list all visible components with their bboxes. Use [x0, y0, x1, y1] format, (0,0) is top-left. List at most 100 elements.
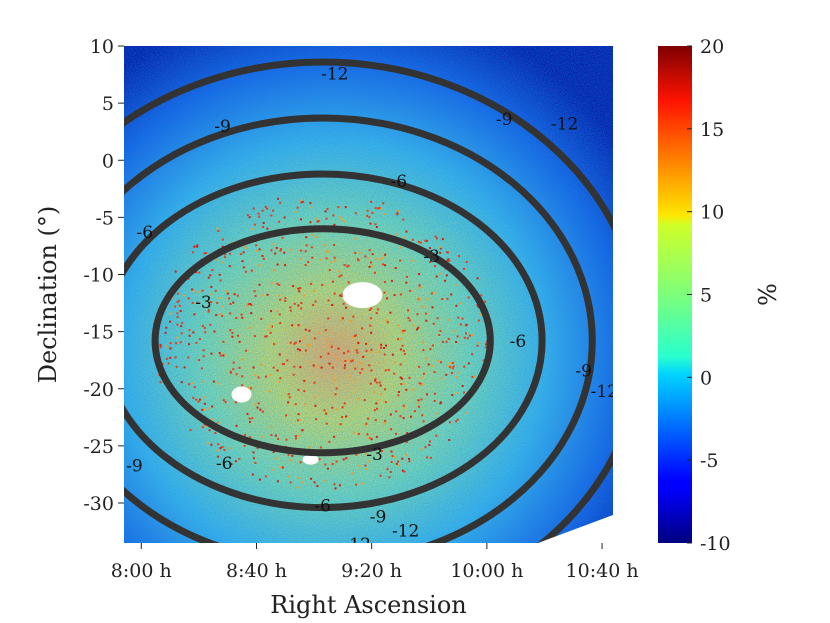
- contour-label: -9: [126, 456, 143, 476]
- speckle: [447, 337, 450, 340]
- speckle: [221, 305, 224, 308]
- colorbar-tick-label: -10: [700, 533, 731, 555]
- speckle: [343, 367, 346, 370]
- speckle: [395, 233, 398, 236]
- speckle: [246, 412, 249, 415]
- speckle: [216, 449, 219, 452]
- speckle: [169, 312, 172, 315]
- speckle: [446, 251, 449, 254]
- speckle: [277, 197, 279, 200]
- speckle: [282, 363, 285, 366]
- speckle: [273, 343, 276, 346]
- speckle: [179, 310, 182, 312]
- speckle: [364, 255, 367, 258]
- speckle: [203, 396, 206, 399]
- speckle: [291, 454, 294, 457]
- speckle: [229, 252, 231, 255]
- speckle: [373, 391, 376, 393]
- speckle: [374, 223, 377, 226]
- speckle: [399, 259, 402, 262]
- speckle: [232, 368, 235, 371]
- speckle: [331, 463, 334, 465]
- speckle: [394, 361, 396, 364]
- speckle: [203, 252, 206, 255]
- speckle: [369, 317, 372, 320]
- speckle: [177, 292, 179, 295]
- speckle: [383, 347, 386, 349]
- speckle: [334, 393, 337, 396]
- speckle: [299, 199, 302, 202]
- speckle: [195, 245, 198, 248]
- speckle: [245, 349, 247, 352]
- speckle: [397, 338, 399, 341]
- speckle: [276, 480, 279, 483]
- speckle: [232, 361, 235, 364]
- speckle: [300, 218, 302, 221]
- speckle: [402, 404, 405, 407]
- speckle: [210, 285, 213, 288]
- speckle: [238, 457, 241, 460]
- speckle: [334, 487, 337, 490]
- speckle: [228, 265, 231, 268]
- speckle: [279, 322, 282, 324]
- speckle: [243, 245, 246, 248]
- speckle: [165, 357, 168, 360]
- speckle: [245, 305, 248, 308]
- speckle: [397, 394, 400, 397]
- speckle: [361, 327, 364, 330]
- speckle: [287, 453, 290, 456]
- speckle: [287, 401, 290, 404]
- speckle: [456, 418, 459, 421]
- speckle: [418, 299, 421, 302]
- speckle: [312, 303, 315, 306]
- colorbar-ticks: 20 15 10 5 0 -5 -10: [687, 36, 731, 555]
- speckle: [256, 446, 259, 449]
- y-tick-label: -5: [95, 207, 114, 229]
- speckle: [471, 353, 474, 356]
- contour-label: -12: [344, 535, 371, 555]
- speckle: [248, 436, 251, 439]
- speckle: [375, 435, 378, 438]
- speckle: [180, 381, 183, 384]
- speckle: [264, 335, 267, 338]
- speckle: [304, 264, 307, 266]
- colorbar-tick-label: 20: [700, 36, 724, 58]
- speckle: [327, 352, 330, 355]
- speckle: [325, 412, 328, 415]
- speckle: [357, 342, 360, 344]
- speckle: [444, 279, 447, 282]
- y-tick-label: -20: [83, 379, 114, 401]
- speckle: [330, 345, 333, 348]
- speckle: [224, 401, 227, 404]
- speckle: [314, 300, 317, 303]
- speckle: [370, 307, 373, 310]
- speckle: [299, 287, 302, 290]
- speckle: [430, 364, 433, 367]
- speckle: [164, 331, 167, 334]
- speckle: [310, 282, 313, 285]
- speckle: [229, 370, 232, 373]
- speckle: [416, 402, 419, 405]
- speckle: [328, 362, 331, 365]
- speckle: [416, 313, 419, 316]
- y-axis: 10 5 0 -5 -10 -15 -20 -25 -30: [83, 36, 124, 515]
- contour-label: -6: [216, 454, 233, 474]
- speckle: [384, 264, 386, 267]
- x-tick-label: 10:00 h: [450, 560, 523, 582]
- speckle: [204, 331, 207, 334]
- speckle: [193, 386, 196, 389]
- speckle: [439, 329, 442, 332]
- speckle: [224, 253, 227, 256]
- speckle: [418, 284, 421, 287]
- survey-edge-mask: [538, 515, 613, 543]
- speckle: [383, 291, 386, 294]
- speckle: [287, 393, 290, 395]
- speckle: [440, 361, 442, 364]
- speckle: [256, 406, 259, 409]
- speckle: [429, 348, 432, 351]
- speckle: [326, 207, 329, 210]
- speckle: [221, 314, 224, 317]
- speckle: [456, 335, 459, 338]
- speckle: [320, 366, 323, 369]
- speckle: [339, 423, 342, 426]
